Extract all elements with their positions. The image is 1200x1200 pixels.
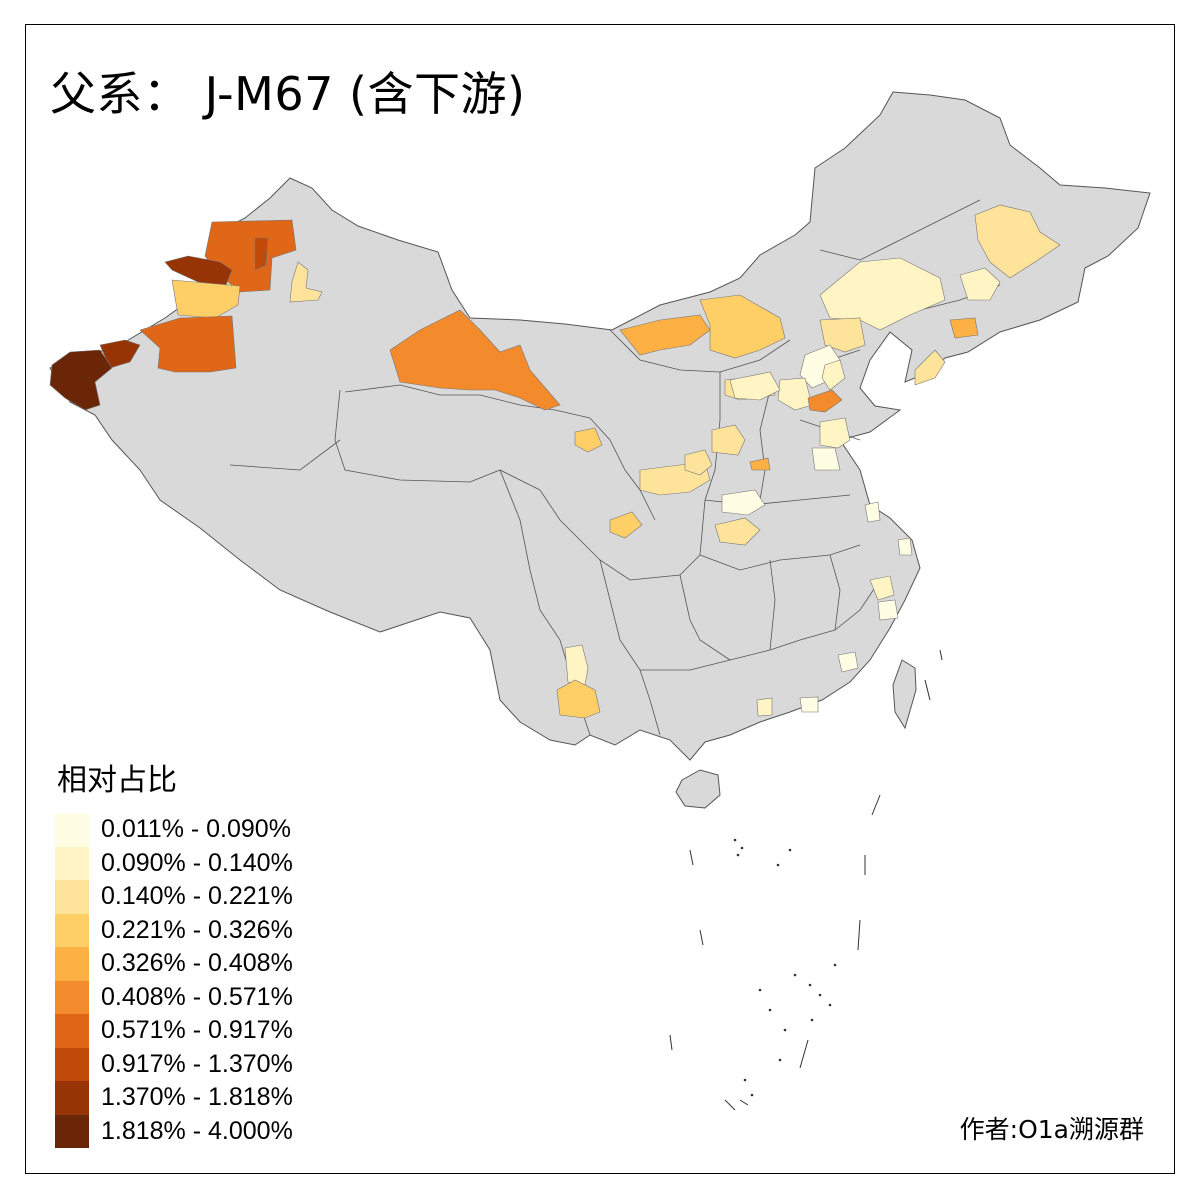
legend-swatch xyxy=(55,1047,89,1081)
legend-swatch xyxy=(55,880,89,914)
region-tianjin xyxy=(821,359,846,391)
legend-label: 0.011% - 0.090% xyxy=(101,815,291,844)
legend-label: 0.140% - 0.221% xyxy=(101,882,293,911)
island-dot xyxy=(793,973,797,977)
region-xiangyang xyxy=(714,517,761,546)
region-yunnan-north xyxy=(564,644,589,686)
region-shanghai xyxy=(897,537,913,556)
island-dot xyxy=(743,1078,747,1082)
legend-item: 0.221% - 0.326% xyxy=(55,913,293,947)
region-guangxi xyxy=(756,697,773,717)
region-aksu xyxy=(139,315,237,373)
legend-swatch xyxy=(55,1014,89,1048)
legend-swatch xyxy=(55,947,89,981)
legend: 相对占比 0.011% - 0.090% 0.090% - 0.140% 0.140… xyxy=(55,755,293,1148)
legend-label: 0.221% - 0.326% xyxy=(101,915,293,944)
region-alxa xyxy=(619,314,711,356)
province-boundaries xyxy=(229,199,1001,736)
region-hulunbuir xyxy=(974,204,1061,279)
region-qinghai-east xyxy=(574,427,603,453)
legend-label: 0.090% - 0.140% xyxy=(101,848,293,877)
legend-label: 0.571% - 0.917% xyxy=(101,1016,293,1045)
legend-label: 0.917% - 1.370% xyxy=(101,1049,293,1078)
legend-swatch xyxy=(55,813,89,847)
island-dot xyxy=(808,983,812,987)
region-bortala xyxy=(164,255,233,286)
island-dot xyxy=(828,1003,832,1007)
region-luoyang xyxy=(749,457,771,471)
island-dot xyxy=(736,853,740,857)
region-hebei-south xyxy=(819,417,851,449)
region-guangdong xyxy=(799,696,819,713)
island-dot xyxy=(740,846,744,850)
south-china-sea-islands xyxy=(669,649,943,1111)
region-yanan xyxy=(684,449,713,476)
island-dot xyxy=(788,848,792,852)
legend-label: 1.370% - 1.818% xyxy=(101,1083,293,1112)
island-dot xyxy=(833,963,837,967)
island-dot xyxy=(776,863,780,867)
region-chengdu xyxy=(609,511,643,539)
region-kashgar xyxy=(49,349,113,411)
legend-item: 1.370% - 1.818% xyxy=(55,1081,293,1115)
legend-item: 1.818% - 4.000% xyxy=(55,1114,293,1148)
island-dot xyxy=(733,838,737,842)
legend-item: 0.326% - 0.408% xyxy=(55,947,293,981)
legend-swatch xyxy=(55,846,89,880)
region-karamay xyxy=(289,261,323,303)
region-liaoning xyxy=(914,349,946,386)
legend-item: 0.140% - 0.221% xyxy=(55,880,293,914)
region-chifeng xyxy=(819,317,866,353)
author-credit: 作者:O1a溯源群 xyxy=(959,1115,1144,1144)
region-bayannur xyxy=(699,294,786,359)
legend-items: 0.011% - 0.090% 0.090% - 0.140% 0.140% - 0… xyxy=(55,813,293,1148)
region-liaoning-east xyxy=(949,317,979,339)
island-dot xyxy=(810,1018,814,1022)
region-shijiazhuang xyxy=(807,389,843,413)
legend-item: 0.917% - 1.370% xyxy=(55,1047,293,1081)
region-jiangsu xyxy=(864,501,881,523)
island-dot xyxy=(818,993,822,997)
region-jilin xyxy=(959,267,1001,301)
legend-swatch xyxy=(55,1081,89,1115)
legend-title: 相对占比 xyxy=(57,763,177,798)
region-baoding xyxy=(777,377,813,411)
legend-swatch xyxy=(55,1114,89,1148)
region-altay-strip xyxy=(254,237,269,271)
legend-item: 0.011% - 0.090% xyxy=(55,813,293,847)
hainan-island xyxy=(675,769,721,809)
map-frame xyxy=(25,24,1175,1174)
legend-item: 0.571% - 0.917% xyxy=(55,1014,293,1048)
island-dot xyxy=(778,1058,782,1062)
legend-swatch xyxy=(55,980,89,1014)
island-dot xyxy=(783,1028,787,1032)
region-nanyang xyxy=(721,489,766,516)
region-shanxi xyxy=(711,424,746,456)
island-dot xyxy=(768,1008,772,1012)
region-kunming xyxy=(556,679,601,719)
china-mainland xyxy=(49,91,1151,761)
region-ili xyxy=(171,279,241,319)
legend-label: 0.408% - 0.571% xyxy=(101,982,293,1011)
map-title: 父系： J-M67 (含下游) xyxy=(50,67,526,121)
legend-label: 0.326% - 0.408% xyxy=(101,949,293,978)
region-jiuquan xyxy=(389,309,561,411)
region-wenzhou xyxy=(877,599,899,621)
legend-label: 1.818% - 4.000% xyxy=(101,1116,293,1145)
island-dot xyxy=(758,988,762,992)
region-zhejiang xyxy=(869,575,895,601)
taiwan-island xyxy=(892,659,917,730)
island-dots xyxy=(733,838,837,1097)
region-shanxi-north xyxy=(729,371,781,401)
region-shandong-west xyxy=(811,447,841,471)
region-fujian xyxy=(837,651,859,673)
colored-regions xyxy=(49,204,1061,719)
island-dot xyxy=(750,1093,754,1097)
legend-item: 0.090% - 0.140% xyxy=(55,846,293,880)
legend-swatch xyxy=(55,913,89,947)
legend-item: 0.408% - 0.571% xyxy=(55,980,293,1014)
